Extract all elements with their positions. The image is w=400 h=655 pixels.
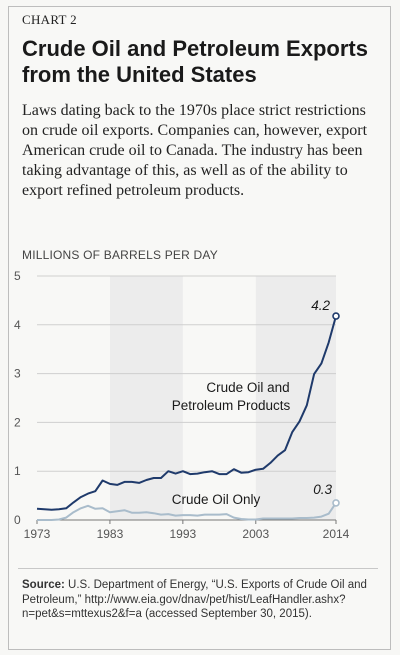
- source-text: U.S. Department of Energy, “U.S. Exports…: [22, 579, 367, 620]
- y-tick-label: 0: [14, 513, 21, 527]
- series-label-petroleum-line2: Petroleum Products: [172, 398, 291, 413]
- series-line-0: [36, 315, 337, 511]
- chart-title: Crude Oil and Petroleum Exports from the…: [22, 36, 368, 87]
- x-tick-labels: 1973 1983 1993 2003 2014: [24, 520, 350, 541]
- x-tick-label: 1983: [97, 527, 124, 541]
- series-label-petroleum-line1: Crude Oil and: [206, 380, 289, 395]
- x-tick-label: 1993: [170, 527, 197, 541]
- line-chart: 0 1 2 3 4 5 1973 1983 1993 2003 2014 Crude Oil an…: [14, 269, 350, 541]
- y-tick-label: 5: [14, 269, 21, 283]
- end-point-1: [332, 499, 340, 507]
- y-tick-label: 1: [14, 464, 21, 478]
- y-tick-label: 2: [14, 415, 21, 429]
- end-value-petroleum: 4.2: [311, 298, 330, 313]
- y-tick-label: 4: [14, 318, 21, 332]
- x-tick-label: 2003: [242, 527, 269, 541]
- end-point-0: [332, 312, 340, 320]
- source-note: Source: U.S. Department of Energy, “U.S.…: [22, 578, 377, 622]
- shaded-band-1: [255, 276, 336, 520]
- divider: [18, 568, 378, 569]
- source-label: Source:: [22, 579, 65, 591]
- series-lines: [36, 312, 340, 521]
- chart-number-label: CHART 2: [22, 12, 77, 27]
- x-tick-label: 2014: [323, 527, 350, 541]
- end-value-crude: 0.3: [313, 482, 332, 497]
- series-label-crude: Crude Oil Only: [172, 492, 261, 507]
- series-line-1: [37, 502, 337, 521]
- y-tick-label: 3: [14, 367, 21, 381]
- y-tick-labels: 0 1 2 3 4 5: [14, 269, 21, 527]
- x-tick-label: 1973: [24, 527, 51, 541]
- y-axis-label: MILLIONS OF BARRELS PER DAY: [22, 248, 218, 262]
- gridlines: [37, 275, 336, 521]
- chart-description: Laws dating back to the 1970s place stri…: [22, 102, 368, 199]
